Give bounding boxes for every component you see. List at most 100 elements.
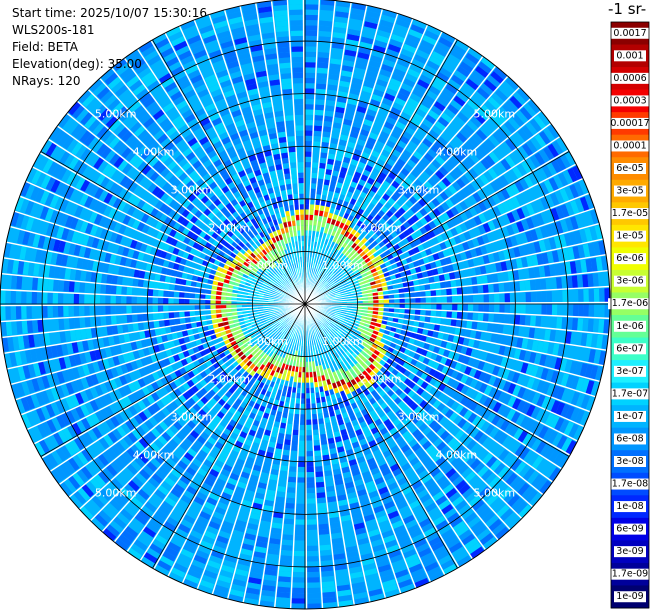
range-gate bbox=[353, 116, 365, 124]
range-gate bbox=[541, 291, 547, 303]
range-gate bbox=[297, 461, 305, 468]
range-gate bbox=[478, 294, 484, 304]
range-gate bbox=[292, 566, 305, 573]
range-gate bbox=[305, 188, 311, 194]
range-gate bbox=[404, 298, 411, 304]
range-gate bbox=[504, 293, 511, 303]
range-gate bbox=[354, 67, 367, 76]
range-gate bbox=[311, 183, 318, 189]
range-gate bbox=[340, 166, 349, 174]
range-gate bbox=[375, 140, 386, 149]
range-gate bbox=[368, 103, 380, 113]
range-gate bbox=[379, 19, 395, 29]
range-gate bbox=[316, 502, 327, 509]
range-gate bbox=[325, 105, 336, 112]
range-gate bbox=[499, 293, 505, 303]
range-gate bbox=[330, 58, 343, 65]
range-gate bbox=[291, 577, 305, 583]
range-gate bbox=[305, 62, 317, 68]
range-gate bbox=[327, 158, 335, 165]
range-gate bbox=[305, 466, 314, 473]
range-gate bbox=[367, 65, 381, 74]
range-gate bbox=[535, 279, 542, 291]
range-gate bbox=[305, 46, 318, 52]
range-gate bbox=[350, 158, 359, 167]
range-gate bbox=[320, 570, 334, 577]
range-gate bbox=[318, 528, 330, 535]
range-gate bbox=[312, 434, 320, 441]
range-gate bbox=[498, 314, 505, 324]
range-gate bbox=[473, 304, 479, 313]
range-gate bbox=[347, 168, 356, 177]
range-gate bbox=[572, 289, 579, 303]
range-gate bbox=[393, 68, 407, 78]
range-gate bbox=[363, 146, 373, 155]
range-gate bbox=[456, 311, 463, 320]
range-gate bbox=[330, 180, 338, 188]
range-gate bbox=[317, 57, 330, 64]
range-gate bbox=[305, 193, 311, 199]
range-gate bbox=[293, 540, 305, 546]
range-gate bbox=[305, 167, 312, 173]
range-gate bbox=[583, 304, 589, 318]
range-gate bbox=[343, 118, 354, 126]
range-gate bbox=[348, 23, 363, 32]
range-gate bbox=[291, 587, 305, 594]
range-gate bbox=[329, 63, 342, 71]
range-gate bbox=[488, 313, 495, 323]
range-gate bbox=[406, 33, 422, 44]
range-gate bbox=[322, 260, 327, 267]
range-gate bbox=[582, 274, 589, 288]
range-gate bbox=[305, 104, 315, 110]
range-gate bbox=[369, 132, 379, 141]
range-gate bbox=[349, 131, 360, 139]
range-gate bbox=[327, 84, 339, 91]
range-gate bbox=[370, 98, 382, 108]
range-gate bbox=[344, 49, 358, 57]
range-gate bbox=[344, 113, 355, 121]
range-gate bbox=[357, 51, 371, 60]
range-gate bbox=[326, 89, 338, 97]
range-gate bbox=[305, 67, 317, 73]
range-gate bbox=[332, 236, 339, 243]
range-gate bbox=[298, 440, 305, 446]
range-gate bbox=[392, 28, 408, 39]
range-gate bbox=[382, 9, 398, 19]
range-gate bbox=[305, 51, 317, 58]
range-gate bbox=[311, 167, 319, 174]
range-gate bbox=[284, 502, 295, 509]
range-gate bbox=[315, 487, 325, 493]
range-gate bbox=[370, 127, 382, 136]
range-gate bbox=[397, 13, 413, 24]
range-gate bbox=[599, 288, 605, 303]
range-gate bbox=[277, 480, 287, 488]
range-gate bbox=[352, 121, 363, 129]
range-gate bbox=[457, 295, 463, 304]
range-gate bbox=[588, 288, 595, 303]
range-gate bbox=[321, 254, 327, 261]
range-gate bbox=[545, 316, 552, 329]
range-gate bbox=[402, 43, 418, 54]
range-gate bbox=[530, 291, 537, 303]
range-gate bbox=[309, 209, 315, 216]
range-gate bbox=[305, 77, 316, 84]
range-gate bbox=[285, 497, 295, 504]
range-gate bbox=[312, 156, 320, 163]
range-gate bbox=[347, 28, 362, 37]
range-gate bbox=[321, 581, 335, 588]
range-gate bbox=[394, 23, 410, 34]
range-gate bbox=[323, 249, 329, 256]
range-gate bbox=[373, 88, 385, 98]
range-gate bbox=[305, 4, 320, 10]
range-gate bbox=[349, 18, 364, 26]
range-gate bbox=[562, 290, 568, 303]
range-gate bbox=[493, 313, 500, 324]
range-gate bbox=[551, 304, 558, 316]
range-gate bbox=[316, 497, 326, 504]
range-gate bbox=[530, 304, 537, 315]
range-gate bbox=[396, 18, 411, 29]
range-gate bbox=[546, 291, 553, 303]
range-gate bbox=[305, 472, 315, 478]
range-gate bbox=[536, 304, 542, 316]
range-gate bbox=[294, 524, 305, 531]
